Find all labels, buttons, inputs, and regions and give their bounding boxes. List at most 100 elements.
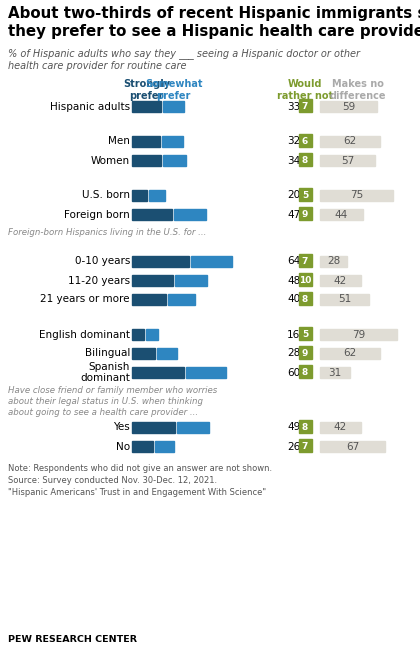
Bar xyxy=(299,207,312,220)
Bar xyxy=(132,294,165,305)
Text: 8: 8 xyxy=(302,156,308,165)
Bar xyxy=(132,101,161,112)
Bar xyxy=(299,346,312,359)
Text: Bilingual: Bilingual xyxy=(84,349,130,358)
Bar xyxy=(191,256,232,267)
Text: Women: Women xyxy=(91,156,130,165)
Text: 10: 10 xyxy=(299,276,311,285)
Bar xyxy=(132,256,189,267)
Bar xyxy=(320,275,361,286)
Text: Yes: Yes xyxy=(113,422,130,432)
Text: 16: 16 xyxy=(287,330,300,339)
Bar xyxy=(299,292,312,305)
Bar xyxy=(320,136,380,147)
Bar xyxy=(320,155,375,166)
Text: 48: 48 xyxy=(287,275,300,286)
Text: % of Hispanic adults who say they ___ seeing a Hispanic doctor or other
health c: % of Hispanic adults who say they ___ se… xyxy=(8,48,360,71)
Text: 11-20 years: 11-20 years xyxy=(68,275,130,286)
Text: 47: 47 xyxy=(287,209,300,220)
Text: About two-thirds of recent Hispanic immigrants say
they prefer to see a Hispanic: About two-thirds of recent Hispanic immi… xyxy=(8,6,420,39)
Bar xyxy=(299,188,312,201)
Text: 33: 33 xyxy=(287,101,300,111)
Bar xyxy=(186,367,226,378)
Text: 5: 5 xyxy=(302,191,308,200)
Bar xyxy=(299,327,312,340)
Text: Men: Men xyxy=(108,137,130,146)
Bar xyxy=(132,441,153,452)
Text: Note: Respondents who did not give an answer are not shown.
Source: Survey condu: Note: Respondents who did not give an an… xyxy=(8,464,272,496)
Text: No: No xyxy=(116,441,130,451)
Text: PEW RESEARCH CENTER: PEW RESEARCH CENTER xyxy=(8,635,137,644)
Text: 60: 60 xyxy=(287,368,300,377)
Bar xyxy=(155,441,174,452)
Bar xyxy=(168,294,195,305)
Text: 59: 59 xyxy=(342,101,355,111)
Text: Hispanic adults: Hispanic adults xyxy=(50,101,130,111)
Text: 34: 34 xyxy=(287,156,300,165)
Bar xyxy=(132,136,160,147)
Bar xyxy=(299,254,312,267)
Text: Makes no
difference: Makes no difference xyxy=(330,79,386,101)
Bar xyxy=(320,256,347,267)
Bar xyxy=(177,422,209,433)
Bar xyxy=(157,348,177,359)
Text: 32: 32 xyxy=(287,137,300,146)
Text: 7: 7 xyxy=(302,442,308,451)
Bar xyxy=(299,420,312,433)
Text: 62: 62 xyxy=(344,137,357,146)
Text: 26: 26 xyxy=(287,441,300,451)
Bar xyxy=(163,101,184,112)
Text: 20: 20 xyxy=(287,190,300,201)
Text: 79: 79 xyxy=(352,330,365,339)
Bar xyxy=(320,101,377,112)
Bar xyxy=(320,190,393,201)
Text: 67: 67 xyxy=(346,441,359,451)
Text: Somewhat
prefer: Somewhat prefer xyxy=(145,79,202,101)
Text: 31: 31 xyxy=(328,368,341,377)
Text: English dominant: English dominant xyxy=(39,330,130,339)
Bar xyxy=(132,348,155,359)
Text: 0-10 years: 0-10 years xyxy=(75,256,130,266)
Bar xyxy=(163,155,186,166)
Text: 62: 62 xyxy=(344,349,357,358)
Text: 9: 9 xyxy=(302,349,308,358)
Text: 42: 42 xyxy=(334,422,347,432)
Text: 51: 51 xyxy=(338,294,352,305)
Bar xyxy=(149,190,165,201)
Bar xyxy=(162,136,183,147)
Text: 49: 49 xyxy=(287,422,300,432)
Bar xyxy=(132,275,173,286)
Text: 6: 6 xyxy=(302,137,308,146)
Text: Have close friend or family member who worries
about their legal status in U.S. : Have close friend or family member who w… xyxy=(8,386,217,417)
Bar xyxy=(320,329,396,340)
Bar xyxy=(132,329,144,340)
Text: 42: 42 xyxy=(334,275,347,286)
Text: Foreign born: Foreign born xyxy=(64,209,130,220)
Bar xyxy=(132,209,172,220)
Text: 57: 57 xyxy=(341,156,354,165)
Bar xyxy=(146,329,158,340)
Text: 75: 75 xyxy=(350,190,363,201)
Bar xyxy=(299,365,312,378)
Text: U.S. born: U.S. born xyxy=(82,190,130,201)
Text: 7: 7 xyxy=(302,102,308,111)
Bar xyxy=(320,367,350,378)
Bar xyxy=(175,275,207,286)
Text: 21 years or more: 21 years or more xyxy=(40,294,130,305)
Bar xyxy=(320,422,361,433)
Bar xyxy=(132,155,161,166)
Bar xyxy=(320,348,380,359)
Text: 8: 8 xyxy=(302,295,308,304)
Bar xyxy=(320,441,385,452)
Text: 9: 9 xyxy=(302,210,308,219)
Bar xyxy=(320,294,370,305)
Bar xyxy=(299,134,312,147)
Text: Foreign-born Hispanics living in the U.S. for ...: Foreign-born Hispanics living in the U.S… xyxy=(8,228,206,237)
Bar xyxy=(132,190,147,201)
Text: 28: 28 xyxy=(287,349,300,358)
Text: Strongly
prefer: Strongly prefer xyxy=(123,79,170,101)
Bar xyxy=(299,153,312,166)
Bar xyxy=(132,367,184,378)
Text: 64: 64 xyxy=(287,256,300,266)
Bar xyxy=(174,209,206,220)
